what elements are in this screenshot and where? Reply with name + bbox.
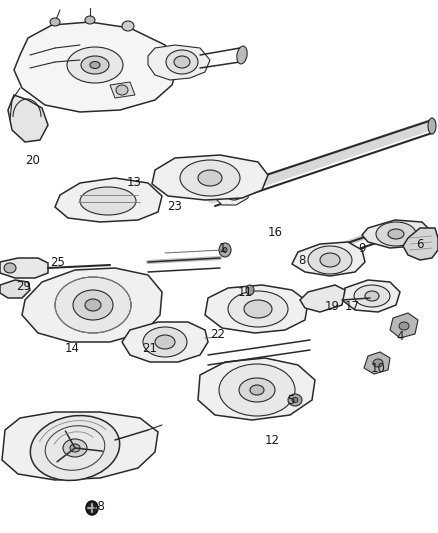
Ellipse shape xyxy=(85,16,95,24)
Text: 12: 12 xyxy=(265,434,279,448)
Text: 29: 29 xyxy=(17,280,32,294)
Polygon shape xyxy=(22,268,162,342)
Ellipse shape xyxy=(50,18,60,26)
Ellipse shape xyxy=(399,322,409,330)
Ellipse shape xyxy=(373,359,383,367)
Text: 13: 13 xyxy=(127,176,141,190)
Text: 19: 19 xyxy=(325,301,339,313)
Ellipse shape xyxy=(239,378,275,402)
Ellipse shape xyxy=(4,263,16,273)
Text: 25: 25 xyxy=(50,256,65,270)
Text: 5: 5 xyxy=(287,394,295,408)
Ellipse shape xyxy=(244,300,272,318)
Ellipse shape xyxy=(85,299,101,311)
Ellipse shape xyxy=(250,385,264,395)
Polygon shape xyxy=(390,313,418,338)
Polygon shape xyxy=(198,358,315,420)
Polygon shape xyxy=(14,22,178,112)
Ellipse shape xyxy=(292,398,298,402)
Ellipse shape xyxy=(288,394,302,406)
Ellipse shape xyxy=(308,246,352,274)
Polygon shape xyxy=(0,258,48,278)
Ellipse shape xyxy=(198,170,222,186)
Text: 6: 6 xyxy=(416,238,424,251)
Ellipse shape xyxy=(30,416,120,480)
Polygon shape xyxy=(205,285,308,333)
Text: 22: 22 xyxy=(211,328,226,342)
Text: 1: 1 xyxy=(218,241,226,254)
Ellipse shape xyxy=(388,229,404,239)
Text: 18: 18 xyxy=(91,499,106,513)
Polygon shape xyxy=(110,82,135,98)
Ellipse shape xyxy=(354,285,390,307)
Polygon shape xyxy=(152,155,268,200)
Text: 16: 16 xyxy=(268,225,283,238)
Polygon shape xyxy=(292,242,365,276)
Ellipse shape xyxy=(90,506,94,510)
Text: 20: 20 xyxy=(25,155,40,167)
Polygon shape xyxy=(364,352,390,374)
Ellipse shape xyxy=(143,327,187,357)
Polygon shape xyxy=(362,220,430,248)
Ellipse shape xyxy=(180,160,240,196)
Text: 21: 21 xyxy=(142,342,158,354)
Polygon shape xyxy=(300,285,345,312)
Text: 14: 14 xyxy=(64,343,80,356)
Text: 17: 17 xyxy=(345,301,360,313)
Polygon shape xyxy=(2,412,158,480)
Text: 9: 9 xyxy=(358,243,366,255)
Ellipse shape xyxy=(223,247,227,253)
Ellipse shape xyxy=(73,290,113,320)
Ellipse shape xyxy=(428,118,436,134)
Ellipse shape xyxy=(219,243,231,257)
Ellipse shape xyxy=(320,253,340,267)
Polygon shape xyxy=(0,280,30,298)
Ellipse shape xyxy=(55,277,131,333)
Ellipse shape xyxy=(155,335,175,349)
Text: 23: 23 xyxy=(168,200,183,214)
Ellipse shape xyxy=(225,186,243,200)
Polygon shape xyxy=(122,322,208,362)
Ellipse shape xyxy=(116,85,128,95)
Text: 8: 8 xyxy=(298,254,306,268)
Ellipse shape xyxy=(174,56,190,68)
Ellipse shape xyxy=(86,501,98,515)
Ellipse shape xyxy=(365,291,379,301)
Polygon shape xyxy=(342,280,400,312)
Polygon shape xyxy=(403,228,438,260)
Polygon shape xyxy=(55,178,162,222)
Ellipse shape xyxy=(166,50,198,74)
Ellipse shape xyxy=(376,222,416,246)
Ellipse shape xyxy=(90,61,100,69)
Polygon shape xyxy=(148,45,210,80)
Text: 10: 10 xyxy=(371,362,385,376)
Ellipse shape xyxy=(246,285,254,295)
Polygon shape xyxy=(8,95,48,142)
Ellipse shape xyxy=(122,21,134,31)
Text: 4: 4 xyxy=(396,329,404,343)
Ellipse shape xyxy=(237,46,247,64)
Ellipse shape xyxy=(228,291,288,327)
Ellipse shape xyxy=(81,56,109,74)
Ellipse shape xyxy=(219,364,295,416)
Polygon shape xyxy=(215,178,250,205)
Ellipse shape xyxy=(70,444,80,452)
Ellipse shape xyxy=(63,439,87,457)
Ellipse shape xyxy=(67,47,123,83)
Ellipse shape xyxy=(80,187,136,215)
Text: 11: 11 xyxy=(237,287,252,300)
